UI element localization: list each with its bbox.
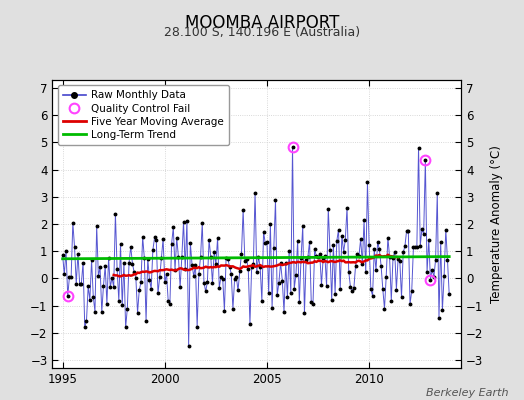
Text: Berkeley Earth: Berkeley Earth: [426, 388, 508, 398]
Text: 28.100 S, 140.196 E (Australia): 28.100 S, 140.196 E (Australia): [164, 26, 360, 39]
Y-axis label: Temperature Anomaly (°C): Temperature Anomaly (°C): [490, 145, 503, 303]
Legend: Raw Monthly Data, Quality Control Fail, Five Year Moving Average, Long-Term Tren: Raw Monthly Data, Quality Control Fail, …: [58, 85, 229, 145]
Text: MOOMBA AIRPORT: MOOMBA AIRPORT: [185, 14, 339, 32]
